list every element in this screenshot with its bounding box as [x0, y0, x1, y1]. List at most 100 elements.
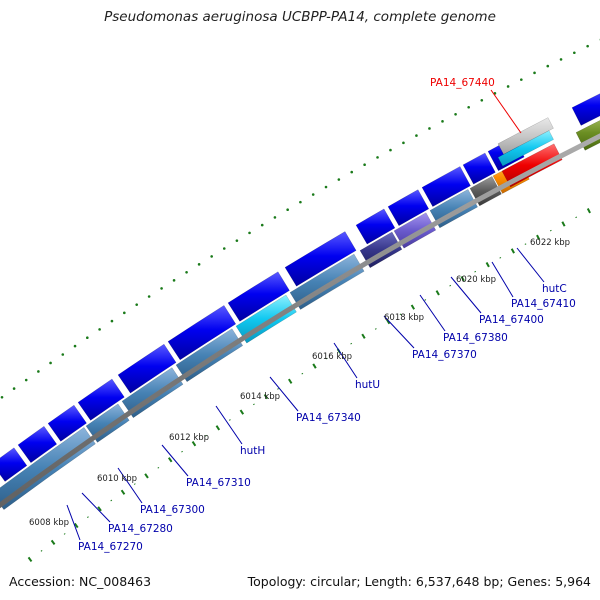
leader-line	[269, 376, 299, 412]
map-title: Pseudomonas aeruginosa UCBPP-PA14, compl…	[104, 9, 496, 25]
scale-dot	[324, 185, 328, 189]
scale-tick	[27, 556, 33, 563]
leader-line	[490, 89, 522, 134]
forward-gene	[421, 166, 471, 207]
scale-dot	[260, 223, 264, 227]
scale-dot	[235, 239, 239, 242]
scale-dot	[160, 287, 163, 290]
scale-dot	[586, 44, 589, 48]
gene-label[interactable]: PA14_67280	[108, 523, 173, 535]
leader-line	[333, 342, 358, 379]
leader-line	[117, 467, 143, 504]
scale-tick	[120, 489, 126, 495]
scale-dot	[350, 170, 354, 174]
scale-ticks	[27, 208, 591, 563]
scale-label: 6018 kbp	[384, 313, 424, 323]
scale-dot	[86, 336, 89, 340]
leader-line	[516, 247, 545, 283]
scale-dot	[110, 319, 114, 323]
scale-dot	[172, 279, 176, 282]
scale-tick	[157, 466, 160, 469]
scale-dot	[415, 134, 418, 137]
forward-gene	[77, 378, 125, 421]
scale-tick	[410, 304, 416, 310]
label-leader-lines	[66, 89, 545, 541]
scale-tick	[361, 333, 366, 339]
scale-tick	[586, 208, 591, 214]
scale-tick	[50, 539, 56, 545]
scale-tick	[561, 221, 566, 227]
scale-dot	[24, 378, 28, 382]
gene-label[interactable]: PA14_67270	[78, 541, 143, 553]
scale-dot	[559, 58, 563, 61]
scale-tick	[205, 434, 207, 437]
scale-dot	[533, 71, 536, 75]
scale-tick	[485, 262, 490, 268]
scale-labels: 6008 kbp 6010 kbp 6012 kbp 6014 kbp 6016 kbp…	[29, 238, 570, 528]
gene-label[interactable]: PA14_67340	[296, 412, 361, 424]
scale-dot	[286, 208, 289, 212]
scale-tick	[460, 276, 465, 282]
backbone-arc	[0, 133, 600, 509]
scale-tick	[110, 499, 113, 502]
forward-gene	[571, 93, 600, 126]
scale-dot	[506, 85, 510, 88]
leader-line	[419, 294, 446, 332]
scale-dot	[337, 178, 341, 181]
scale-dot	[311, 193, 315, 196]
gene-label[interactable]: hutC	[542, 283, 567, 295]
scale-dot	[0, 395, 4, 399]
scale-dot	[389, 148, 392, 152]
scale-dot	[441, 120, 444, 123]
scale-dot	[210, 255, 213, 258]
scale-label: 6014 kbp	[240, 392, 280, 402]
scale-label: 6008 kbp	[29, 518, 69, 528]
scale-tick	[288, 378, 293, 384]
leader-line	[383, 315, 415, 349]
scale-dot	[402, 141, 405, 145]
gene-label[interactable]: hutU	[355, 379, 380, 391]
scale-dot	[546, 64, 550, 68]
forward-gene	[355, 208, 396, 245]
gene-label[interactable]: PA14_67380	[443, 332, 508, 344]
scale-tick	[87, 516, 89, 518]
highlighted-gene-label[interactable]: PA14_67440	[430, 77, 495, 89]
gene-label[interactable]: hutH	[240, 445, 265, 457]
leader-line	[161, 444, 189, 477]
gene-label[interactable]: PA14_67410	[511, 298, 576, 310]
scale-tick	[277, 388, 279, 390]
outer-scale-dots	[0, 38, 600, 399]
scale-label: 6020 kbp	[456, 275, 496, 285]
scale-dot	[185, 271, 188, 274]
scale-tick	[239, 409, 245, 415]
accession-text: Accession: NC_008463	[9, 574, 152, 589]
scale-dot	[135, 303, 139, 306]
gene-label[interactable]: PA14_67400	[479, 314, 544, 326]
scale-tick	[167, 457, 173, 463]
scale-tick	[63, 533, 66, 535]
scale-dot	[376, 156, 379, 159]
scale-tick	[181, 450, 183, 453]
forward-gene	[284, 231, 357, 287]
scale-tick	[374, 328, 377, 330]
scale-tick	[97, 506, 102, 512]
scale-dot	[248, 231, 251, 235]
scale-dot	[37, 370, 40, 373]
leader-line	[450, 276, 482, 314]
scale-tick	[350, 342, 353, 345]
leader-line	[81, 492, 111, 523]
forward-gene	[167, 305, 237, 361]
scale-dot	[123, 311, 126, 315]
gene-labels: PA14_67270 PA14_67280 PA14_67300 PA14_67310…	[78, 77, 576, 553]
companion-gene	[497, 130, 554, 167]
gene-label[interactable]: PA14_67370	[412, 349, 477, 361]
gene-label[interactable]: PA14_67300	[140, 504, 205, 516]
gene-features	[0, 93, 600, 511]
scale-tick	[133, 483, 136, 485]
scale-dot	[428, 127, 431, 130]
gene-label[interactable]: PA14_67310	[186, 477, 251, 489]
scale-label: 6016 kbp	[312, 352, 352, 362]
scale-tick	[40, 550, 43, 552]
